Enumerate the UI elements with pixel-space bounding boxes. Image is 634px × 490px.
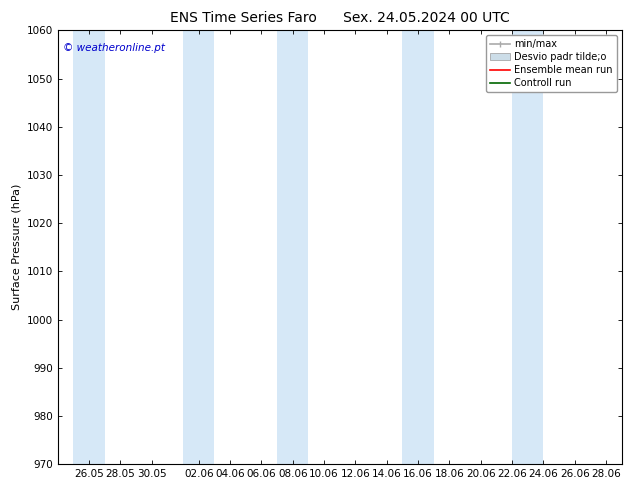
Title: ENS Time Series Faro      Sex. 24.05.2024 00 UTC: ENS Time Series Faro Sex. 24.05.2024 00 … (170, 11, 510, 25)
Bar (183, 30, 214, 464)
Text: © weatheronline.pt: © weatheronline.pt (63, 44, 165, 53)
Bar (277, 30, 308, 464)
Bar (74, 30, 105, 464)
Y-axis label: Surface Pressure (hPa): Surface Pressure (hPa) (11, 184, 21, 311)
Legend: min/max, Desvio padr tilde;o, Ensemble mean run, Controll run: min/max, Desvio padr tilde;o, Ensemble m… (486, 35, 617, 92)
Bar (512, 30, 543, 464)
Bar (403, 30, 434, 464)
